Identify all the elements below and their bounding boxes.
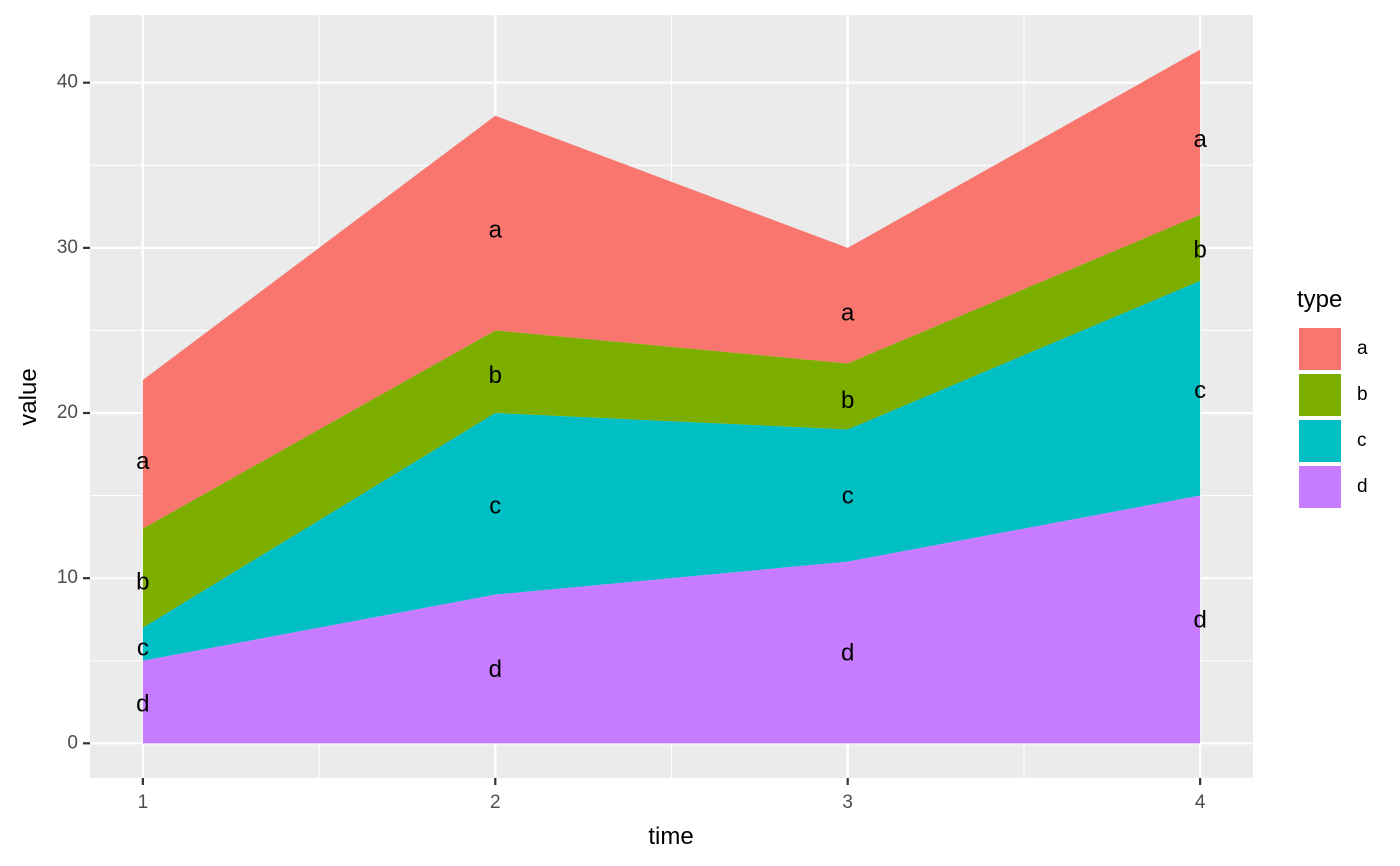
area-label-d: d bbox=[489, 656, 502, 683]
area-label-a: a bbox=[136, 448, 150, 475]
area-label-c: c bbox=[489, 492, 501, 519]
area-label-c: c bbox=[137, 635, 149, 662]
legend-key-b bbox=[1299, 374, 1341, 416]
area-label-b: b bbox=[489, 362, 502, 389]
area-labels: a a a a b b b b c c c c d d d d bbox=[136, 126, 1207, 718]
area-c bbox=[142, 280, 1201, 661]
area-label-b: b bbox=[1193, 237, 1206, 264]
legend-label-b: b bbox=[1357, 384, 1368, 405]
legend-key-c bbox=[1299, 420, 1341, 462]
legend-label-a: a bbox=[1357, 338, 1368, 359]
area-label-a: a bbox=[841, 299, 855, 326]
x-tick-label: 4 bbox=[1195, 792, 1206, 813]
area-a bbox=[142, 49, 1201, 529]
x-tick-label: 3 bbox=[842, 792, 853, 813]
area-d bbox=[142, 495, 1201, 744]
legend-title: type bbox=[1297, 286, 1342, 313]
area-label-d: d bbox=[841, 639, 854, 666]
legend-keys: a b c d bbox=[1299, 328, 1368, 508]
y-axis: 0 10 20 30 40 bbox=[57, 72, 90, 753]
area-label-c: c bbox=[842, 483, 854, 510]
x-tick-label: 2 bbox=[490, 792, 501, 813]
area-label-d: d bbox=[136, 691, 149, 718]
area-label-d: d bbox=[1193, 606, 1206, 633]
x-tick-label: 1 bbox=[138, 792, 149, 813]
legend-label-c: c bbox=[1357, 430, 1367, 451]
legend-key-d bbox=[1299, 466, 1341, 508]
area-label-a: a bbox=[489, 217, 503, 244]
y-axis-title: value bbox=[15, 368, 42, 425]
y-tick-label: 10 bbox=[57, 567, 78, 588]
y-tick-label: 40 bbox=[57, 72, 78, 93]
area-label-a: a bbox=[1193, 126, 1207, 153]
area-series bbox=[142, 49, 1201, 744]
legend: type a b c d bbox=[1297, 286, 1368, 508]
x-axis: 1 2 3 4 bbox=[138, 778, 1206, 813]
x-axis-title: time bbox=[648, 823, 693, 850]
area-label-b: b bbox=[136, 568, 149, 595]
y-tick-label: 20 bbox=[57, 402, 78, 423]
y-tick-label: 0 bbox=[67, 732, 78, 753]
legend-key-a bbox=[1299, 328, 1341, 370]
legend-label-d: d bbox=[1357, 476, 1368, 497]
area-b bbox=[142, 214, 1201, 628]
y-tick-label: 30 bbox=[57, 237, 78, 258]
area-label-c: c bbox=[1194, 377, 1206, 404]
area-label-b: b bbox=[841, 387, 854, 414]
